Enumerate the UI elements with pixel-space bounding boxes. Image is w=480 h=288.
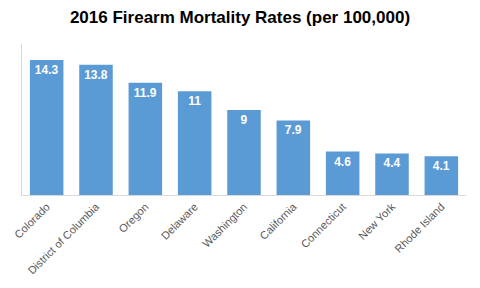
svg-text:4.6: 4.6	[334, 155, 351, 169]
svg-text:District of Columbia: District of Columbia	[25, 200, 102, 277]
svg-text:Oregon: Oregon	[116, 201, 150, 235]
svg-text:9: 9	[241, 113, 248, 127]
svg-text:14.3: 14.3	[35, 63, 59, 77]
svg-text:Colorado: Colorado	[12, 201, 52, 241]
svg-text:New York: New York	[356, 200, 398, 242]
svg-text:7.9: 7.9	[285, 123, 302, 137]
svg-text:Rhode Island: Rhode Island	[392, 201, 446, 255]
svg-text:Delaware: Delaware	[159, 201, 200, 242]
svg-text:Connecticut: Connecticut	[298, 201, 348, 251]
svg-text:4.4: 4.4	[383, 156, 400, 170]
svg-text:California: California	[257, 200, 299, 242]
svg-text:2016 Firearm Mortality Rates (: 2016 Firearm Mortality Rates (per 100,00…	[70, 8, 410, 27]
svg-text:11.9: 11.9	[134, 86, 157, 100]
svg-text:11: 11	[188, 94, 201, 108]
svg-text:4.1: 4.1	[433, 159, 450, 173]
svg-text:Washington: Washington	[200, 201, 249, 250]
svg-text:13.8: 13.8	[84, 68, 108, 82]
